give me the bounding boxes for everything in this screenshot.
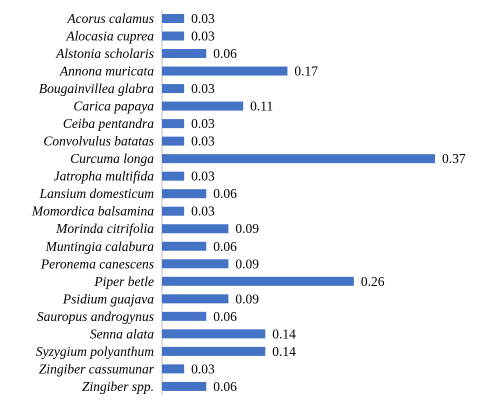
value-label: 0.06	[213, 239, 237, 254]
value-label: 0.03	[191, 116, 215, 131]
category-label: Acorus calamus	[66, 11, 154, 26]
value-labels-group: 0.03 0.03 0.06 0.17 0.03 0.11 0.03 0.03 0.37 0.03…	[191, 11, 466, 394]
value-label: 0.09	[235, 256, 259, 271]
bar	[162, 364, 185, 374]
bar	[162, 14, 185, 23]
bar	[162, 329, 266, 339]
category-label: Senna alata	[90, 326, 154, 341]
category-label: Sauropus androgynus	[37, 309, 154, 324]
category-label: Peronema canescens	[40, 256, 154, 271]
category-label: Alstonia scholaris	[55, 46, 154, 61]
category-label: Bougainvillea glabra	[39, 81, 154, 96]
value-label: 0.26	[361, 274, 385, 289]
category-label: Syzygium polyanthum	[36, 344, 154, 359]
category-label: Jatropha multifida	[54, 169, 155, 184]
bar	[162, 119, 185, 129]
category-label: Convolvulus batatas	[43, 134, 154, 149]
bar	[162, 206, 185, 216]
category-label: Psidium guajava	[62, 291, 154, 306]
value-label: 0.03	[191, 169, 215, 184]
category-label: Carica papaya	[73, 99, 154, 114]
value-label: 0.09	[235, 221, 259, 236]
value-label: 0.14	[272, 326, 296, 341]
bar	[162, 224, 229, 234]
category-label: Curcuma longa	[70, 151, 154, 166]
bars-group	[162, 14, 435, 391]
bar	[162, 101, 244, 111]
bar	[162, 49, 207, 59]
bar	[162, 31, 185, 41]
value-label: 0.17	[294, 64, 318, 79]
category-label: Muntingia calabura	[45, 239, 155, 254]
category-label: Ceiba pentandra	[63, 116, 154, 131]
category-label: Alocasia cuprea	[65, 29, 154, 44]
category-labels-group: Acorus calamus Alocasia cuprea Alstonia sc…	[31, 11, 155, 394]
value-label: 0.06	[213, 46, 237, 61]
bar	[162, 381, 207, 391]
value-label: 0.11	[250, 99, 273, 114]
bar	[162, 189, 207, 199]
category-label: Piper betle	[93, 274, 154, 289]
value-label: 0.14	[272, 344, 296, 359]
category-label: Zingiber cassumunar	[39, 361, 155, 376]
bar	[162, 136, 185, 146]
value-label: 0.03	[191, 204, 215, 219]
bar	[162, 276, 354, 286]
bar	[162, 294, 229, 304]
value-label: 0.06	[213, 309, 237, 324]
value-label: 0.03	[191, 361, 215, 376]
value-label: 0.03	[191, 11, 215, 26]
category-label: Zingiber spp.	[82, 379, 154, 394]
bar	[162, 346, 266, 356]
value-label: 0.03	[191, 29, 215, 44]
value-label: 0.03	[191, 134, 215, 149]
bar	[162, 154, 435, 164]
category-label: Annona muricata	[59, 64, 154, 79]
value-label: 0.37	[442, 151, 466, 166]
bar	[162, 241, 207, 251]
value-label: 0.06	[213, 379, 237, 394]
bar	[162, 259, 229, 269]
category-label: Lansium domesticum	[39, 186, 155, 201]
bar	[162, 84, 185, 94]
bar	[162, 311, 207, 321]
value-label: 0.03	[191, 81, 215, 96]
category-label: Morinda citrifolia	[55, 221, 154, 236]
value-label: 0.06	[213, 186, 237, 201]
bar	[162, 171, 185, 181]
category-label: Momordica balsamina	[31, 204, 154, 219]
bar	[162, 66, 288, 76]
value-label: 0.09	[235, 291, 259, 306]
